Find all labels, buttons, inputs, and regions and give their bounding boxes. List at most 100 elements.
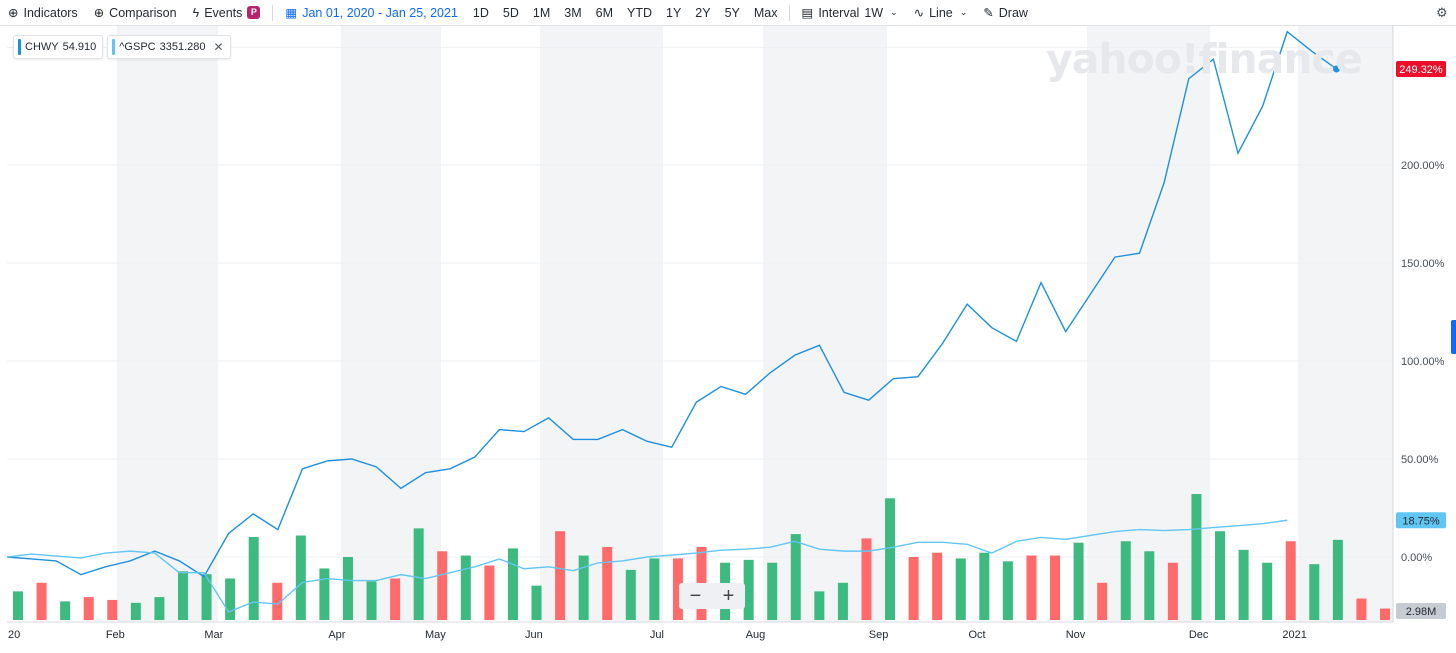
volume-bar	[979, 552, 990, 620]
settings-gear-icon[interactable]: ⚙	[1436, 5, 1448, 20]
volume-bar	[319, 568, 330, 620]
plus-circle-icon: ⊕	[8, 6, 19, 20]
range-3m[interactable]: 3M	[564, 5, 582, 20]
month-band	[341, 26, 441, 622]
range-max[interactable]: Max	[753, 5, 778, 20]
line-chart-icon: ∿	[913, 6, 925, 20]
last-price-tag: 249.32%	[1399, 64, 1443, 76]
legend-value: 54.910	[62, 41, 97, 53]
range-1y[interactable]: 1Y	[666, 5, 682, 20]
x-tick-label: 20	[8, 629, 20, 641]
x-tick-label: Nov	[1066, 629, 1086, 641]
draw-label: Draw	[998, 5, 1028, 20]
x-tick-label: Jul	[650, 629, 664, 641]
volume-bar	[1167, 562, 1178, 620]
series-color-swatch	[18, 39, 21, 55]
volume-bar	[13, 591, 23, 620]
volume-bar	[625, 569, 636, 620]
events-button[interactable]: ϟ Events P	[185, 0, 269, 26]
volume-bar	[1380, 608, 1390, 620]
draw-button[interactable]: ✎ Draw	[975, 0, 1036, 26]
volume-bar	[342, 557, 353, 620]
series-line-gspc	[6, 519, 1288, 613]
volume-bar	[1026, 555, 1037, 620]
y-tick-label: 50.00%	[1401, 454, 1439, 466]
volume-bar	[1097, 582, 1108, 620]
chart-type-dropdown[interactable]: ∿ Line ⌄	[906, 0, 976, 26]
range-6m[interactable]: 6M	[595, 5, 613, 20]
x-tick-label: Mar	[204, 629, 223, 641]
compare-value-tag: 18.75%	[1402, 515, 1440, 527]
toolbar-divider	[272, 4, 274, 21]
range-ytd[interactable]: YTD	[627, 5, 652, 20]
volume-bar	[225, 578, 236, 620]
volume-bar	[790, 534, 801, 620]
volume-bar	[1309, 564, 1320, 620]
volume-bar	[1285, 541, 1296, 620]
compare-value-tag-bg	[1396, 512, 1446, 529]
date-range-label: Jan 01, 2020 - Jan 25, 2021	[302, 5, 458, 20]
price-chart[interactable]: 200.00% 150.00% 100.00% 50.00% 0.00% 20 Feb Mar…	[0, 26, 1456, 653]
date-range-button[interactable]: ▦ Jan 01, 2020 - Jan 25, 2021	[277, 0, 466, 26]
zoom-out-icon[interactable]: −	[689, 584, 702, 607]
volume-bar	[885, 498, 896, 620]
indicators-button[interactable]: ⊕ Indicators	[0, 0, 86, 26]
range-1m[interactable]: 1M	[532, 5, 551, 20]
volume-bar	[672, 558, 683, 620]
x-tick-label: Aug	[746, 629, 766, 641]
pencil-icon: ✎	[983, 6, 994, 20]
range-2y[interactable]: 2Y	[695, 5, 711, 20]
last-price-tag-bg	[1396, 60, 1446, 77]
legend-chip-primary[interactable]: CHWY 54.910	[13, 35, 104, 59]
last-point-marker	[1332, 65, 1340, 73]
zoom-in-icon[interactable]: +	[722, 584, 735, 607]
volume-bar	[154, 597, 165, 620]
range-5y[interactable]: 5Y	[724, 5, 740, 20]
side-panel-handle[interactable]	[1451, 320, 1456, 354]
close-icon[interactable]: ✕	[213, 40, 224, 54]
toolbar-divider	[788, 4, 790, 21]
volume-bar	[767, 562, 778, 620]
month-band	[117, 26, 218, 622]
volume-bar	[177, 571, 188, 620]
volume-bar	[837, 582, 848, 620]
series-line-chwy	[6, 30, 1337, 578]
interval-value: 1W	[864, 5, 884, 20]
volume-bar	[130, 602, 141, 620]
volume-bar	[555, 531, 566, 620]
volume-max-tag-bg	[1396, 603, 1446, 619]
volume-bar	[437, 551, 448, 620]
legend-chip-compare[interactable]: ^GSPC 3351.280 ✕	[107, 35, 231, 59]
volume-bar	[390, 578, 401, 620]
volume-bar	[107, 599, 118, 620]
x-tick-label: Sep	[869, 629, 889, 641]
volume-bar	[578, 555, 589, 620]
volume-bar	[484, 565, 495, 620]
interval-dropdown[interactable]: ▤ Interval 1W ⌄	[794, 0, 906, 26]
chevron-down-icon: ⌄	[959, 7, 968, 17]
volume-bar	[1120, 541, 1131, 620]
series-color-swatch	[112, 39, 116, 55]
x-tick-label: Oct	[968, 629, 985, 641]
volume-bar	[1332, 539, 1343, 620]
month-band	[1298, 26, 1393, 622]
volume-bar	[531, 585, 542, 620]
volume-bar	[1002, 561, 1013, 620]
range-5d[interactable]: 5D	[502, 5, 519, 20]
volume-bar	[1073, 542, 1084, 620]
chart-type-label: Line	[929, 5, 953, 20]
legend-symbol: ^GSPC	[119, 41, 156, 53]
volume-bar	[908, 557, 919, 620]
y-tick-label: 100.00%	[1401, 356, 1445, 368]
comparison-button[interactable]: ⊕ Comparison	[86, 0, 185, 26]
range-1d[interactable]: 1D	[472, 5, 489, 20]
volume-bar	[1262, 562, 1273, 620]
volume-bar	[201, 574, 212, 620]
volume-bar	[1215, 531, 1226, 620]
volume-bar	[36, 582, 47, 620]
volume-bar	[507, 548, 518, 620]
volume-bar	[1191, 494, 1202, 620]
chart-toolbar: ⊕ Indicators ⊕ Comparison ϟ Events P ▦ J…	[0, 0, 1456, 26]
volume-bar	[649, 558, 660, 620]
month-band	[1087, 26, 1210, 622]
